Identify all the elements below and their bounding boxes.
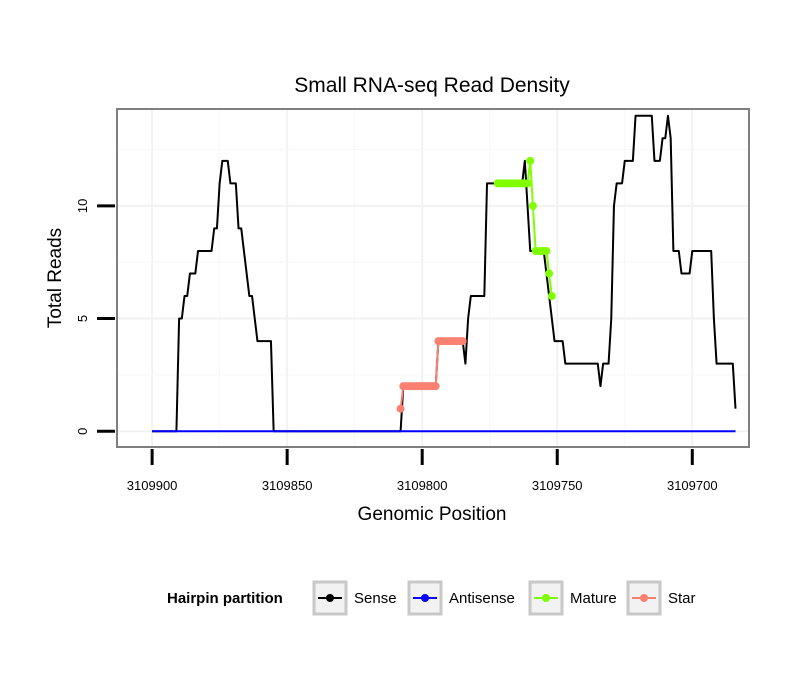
- data-point-mature: [547, 292, 556, 301]
- y-axis: 0 5 10: [75, 199, 115, 435]
- series-line-sense: [152, 114, 737, 433]
- y-tick-label: 0: [75, 428, 90, 435]
- x-tick-label: 3109700: [667, 478, 718, 493]
- data-point-star: [396, 404, 405, 413]
- data-point-mature: [545, 269, 554, 278]
- legend-key-point-sense: [326, 594, 334, 602]
- legend-label-mature: Mature: [570, 590, 617, 607]
- x-axis-label: Genomic Position: [358, 504, 507, 525]
- data-point-star: [431, 382, 440, 391]
- legend-label-star: Star: [668, 590, 696, 607]
- y-tick-label: 5: [75, 315, 90, 322]
- legend-key-point-mature: [542, 594, 550, 602]
- data-point-mature: [526, 156, 535, 165]
- legend: Hairpin partition Sense Antisense Mature St…: [167, 580, 696, 616]
- legend-key-point-antisense: [421, 594, 429, 602]
- legend-title: Hairpin partition: [167, 590, 283, 607]
- plot-panel-border: [116, 108, 750, 448]
- chart-title: Small RNA-seq Read Density: [294, 74, 570, 97]
- series-layer: [152, 114, 737, 433]
- x-tick-label: 3109850: [262, 478, 313, 493]
- data-point-mature: [523, 179, 532, 188]
- y-axis-label: Total Reads: [45, 228, 66, 328]
- data-point-mature: [542, 246, 551, 255]
- y-tick-label: 10: [75, 199, 90, 213]
- data-point-star: [458, 337, 467, 346]
- legend-label-sense: Sense: [354, 590, 397, 607]
- x-tick-label: 3109750: [532, 478, 583, 493]
- legend-key-point-star: [640, 594, 648, 602]
- data-point-mature: [528, 201, 537, 210]
- x-tick-label: 3109900: [127, 478, 178, 493]
- x-tick-label: 3109800: [397, 478, 448, 493]
- legend-label-antisense: Antisense: [449, 590, 515, 607]
- x-axis: 3109900 3109850 3109800 3109750 3109700: [127, 449, 718, 493]
